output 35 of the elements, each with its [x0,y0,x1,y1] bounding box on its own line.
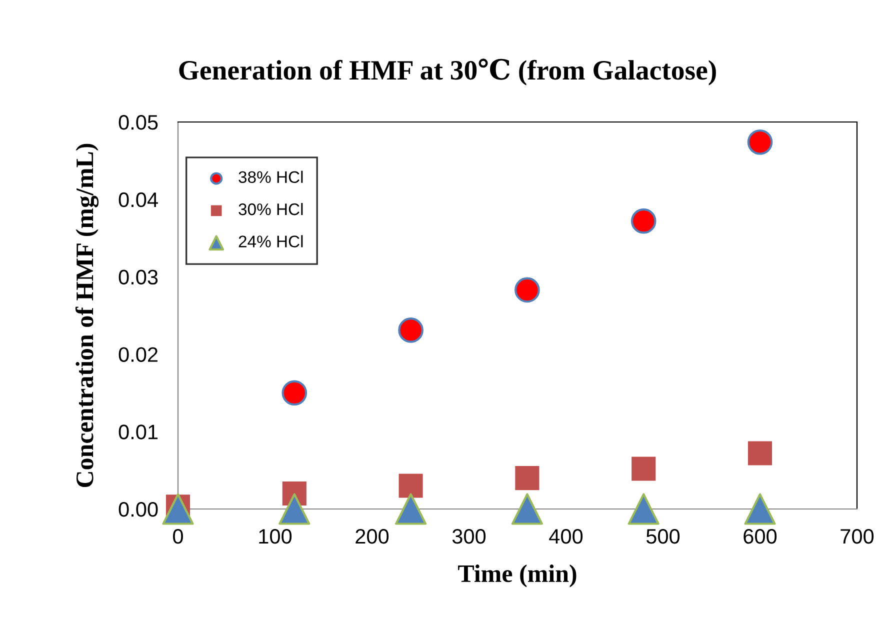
y-tick-label: 0.01 [118,424,158,440]
x-tick-label: 700 [840,528,874,544]
x-tick-label: 100 [259,528,292,544]
x-tick-label: 600 [744,528,777,544]
point [511,493,543,525]
point [398,318,424,343]
legend-label: 38% HCl [238,170,303,183]
point [278,493,310,525]
point [282,380,308,406]
point [632,456,656,481]
chart-title: Generation of HMF at 30℃ (from Galactose) [179,58,716,86]
x-tick-label: 0 [173,528,183,544]
point [398,474,423,498]
x-tick-label: 400 [549,528,583,544]
point [515,466,540,490]
x-tick-label: 300 [452,528,486,544]
y-tick-label: 0.02 [118,347,158,362]
point [747,129,773,155]
point [162,493,194,525]
legend-label: 30% HCl [238,202,303,216]
point [744,493,776,525]
point [514,277,540,303]
point [748,441,772,466]
point [630,208,656,234]
x-tick-label: 200 [356,528,389,544]
y-axis-title: Concentration of HMF (mg/mL) [75,144,99,488]
point [628,493,660,525]
x-tick-label: 500 [646,528,680,544]
y-tick-label: 0.03 [118,270,158,285]
legend-label: 24% HCl [238,235,303,248]
point [395,493,427,525]
x-axis-title: Time (min) [458,564,576,588]
y-tick-label: 0.04 [118,192,158,208]
y-tick-label: 0.00 [118,502,158,517]
y-tick-label: 0.05 [118,115,158,130]
